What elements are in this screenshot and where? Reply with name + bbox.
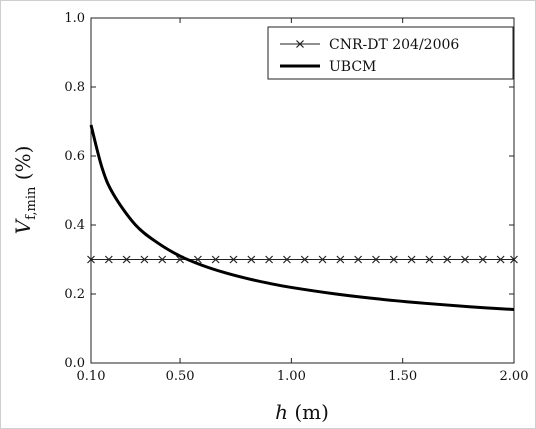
series-point-cnr [318, 255, 327, 264]
series-point-cnr [336, 255, 345, 264]
y-axis-label-unit: (%) [11, 146, 35, 187]
series-point-cnr [122, 255, 131, 264]
series-point-cnr [510, 255, 518, 264]
series-point-cnr [104, 255, 113, 264]
series-point-cnr [229, 255, 238, 264]
series-point-cnr [443, 255, 452, 264]
series-point-cnr [300, 255, 309, 264]
series-point-cnr [407, 255, 416, 264]
series-point-cnr [247, 255, 256, 264]
legend-label-cnr: CNR-DT 204/2006 [329, 37, 459, 53]
series-line-ubcm [89, 124, 515, 312]
legend-label-ubcm: UBCM [329, 59, 376, 75]
x-axis-label-unit: (m) [288, 400, 329, 424]
axis-tick-labels: 0.10 0.50 1.00 1.50 2.00 0.0 0.2 0.4 0.6 0.8 1.0 [64, 11, 528, 384]
x-tick-label: 0.10 [77, 369, 106, 384]
series-point-cnr [461, 255, 469, 264]
series-point-cnr [389, 255, 398, 264]
series-point-cnr [282, 255, 291, 264]
series-point-cnr [354, 255, 363, 264]
series-point-cnr [372, 255, 380, 264]
y-axis-label-sub: f,min [24, 186, 39, 220]
x-tick-label: 1.50 [388, 369, 417, 384]
y-tick-label: 1.0 [64, 11, 85, 26]
legend: CNR-DT 204/2006 UBCM [267, 26, 514, 80]
x-tick-label: 2.00 [500, 369, 529, 384]
x-axis-label: h (m) [275, 400, 329, 424]
series-point-cnr [211, 255, 220, 264]
y-tick-label: 0.4 [64, 218, 85, 233]
x-tick-label: 0.50 [166, 369, 195, 384]
y-axis-label-var: V [11, 217, 35, 234]
x-tick-label: 1.00 [277, 369, 306, 384]
series-point-cnr [496, 255, 505, 264]
x-axis-label-var: h [275, 400, 288, 424]
series-point-cnr [425, 255, 434, 264]
series-point-cnr [478, 255, 487, 264]
series-point-cnr [87, 255, 95, 264]
series-point-cnr [140, 255, 149, 264]
legend-marker-cnr [296, 40, 304, 48]
series-layer [87, 124, 518, 312]
series-point-cnr [158, 255, 167, 264]
axis-ticks [90, 17, 515, 364]
y-tick-label: 0.0 [64, 356, 85, 371]
y-tick-label: 0.8 [64, 80, 85, 95]
y-tick-label: 0.6 [64, 149, 85, 164]
y-axis-label: Vf,min (%) [11, 146, 39, 235]
legend-box [267, 26, 514, 80]
series-point-cnr [265, 255, 274, 264]
y-tick-label: 0.2 [64, 287, 85, 302]
